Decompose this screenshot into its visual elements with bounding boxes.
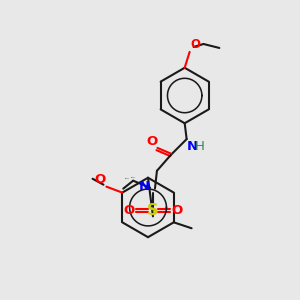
Text: N: N	[187, 140, 198, 153]
Text: O: O	[146, 135, 158, 148]
Text: O: O	[171, 204, 182, 217]
Text: S: S	[147, 203, 159, 218]
Text: H: H	[195, 140, 205, 153]
Text: N: N	[139, 180, 150, 193]
Text: O: O	[94, 173, 105, 186]
Text: O: O	[190, 38, 201, 51]
Text: O: O	[124, 204, 135, 217]
Text: methyl: methyl	[131, 176, 136, 178]
Text: methyl: methyl	[125, 178, 130, 179]
